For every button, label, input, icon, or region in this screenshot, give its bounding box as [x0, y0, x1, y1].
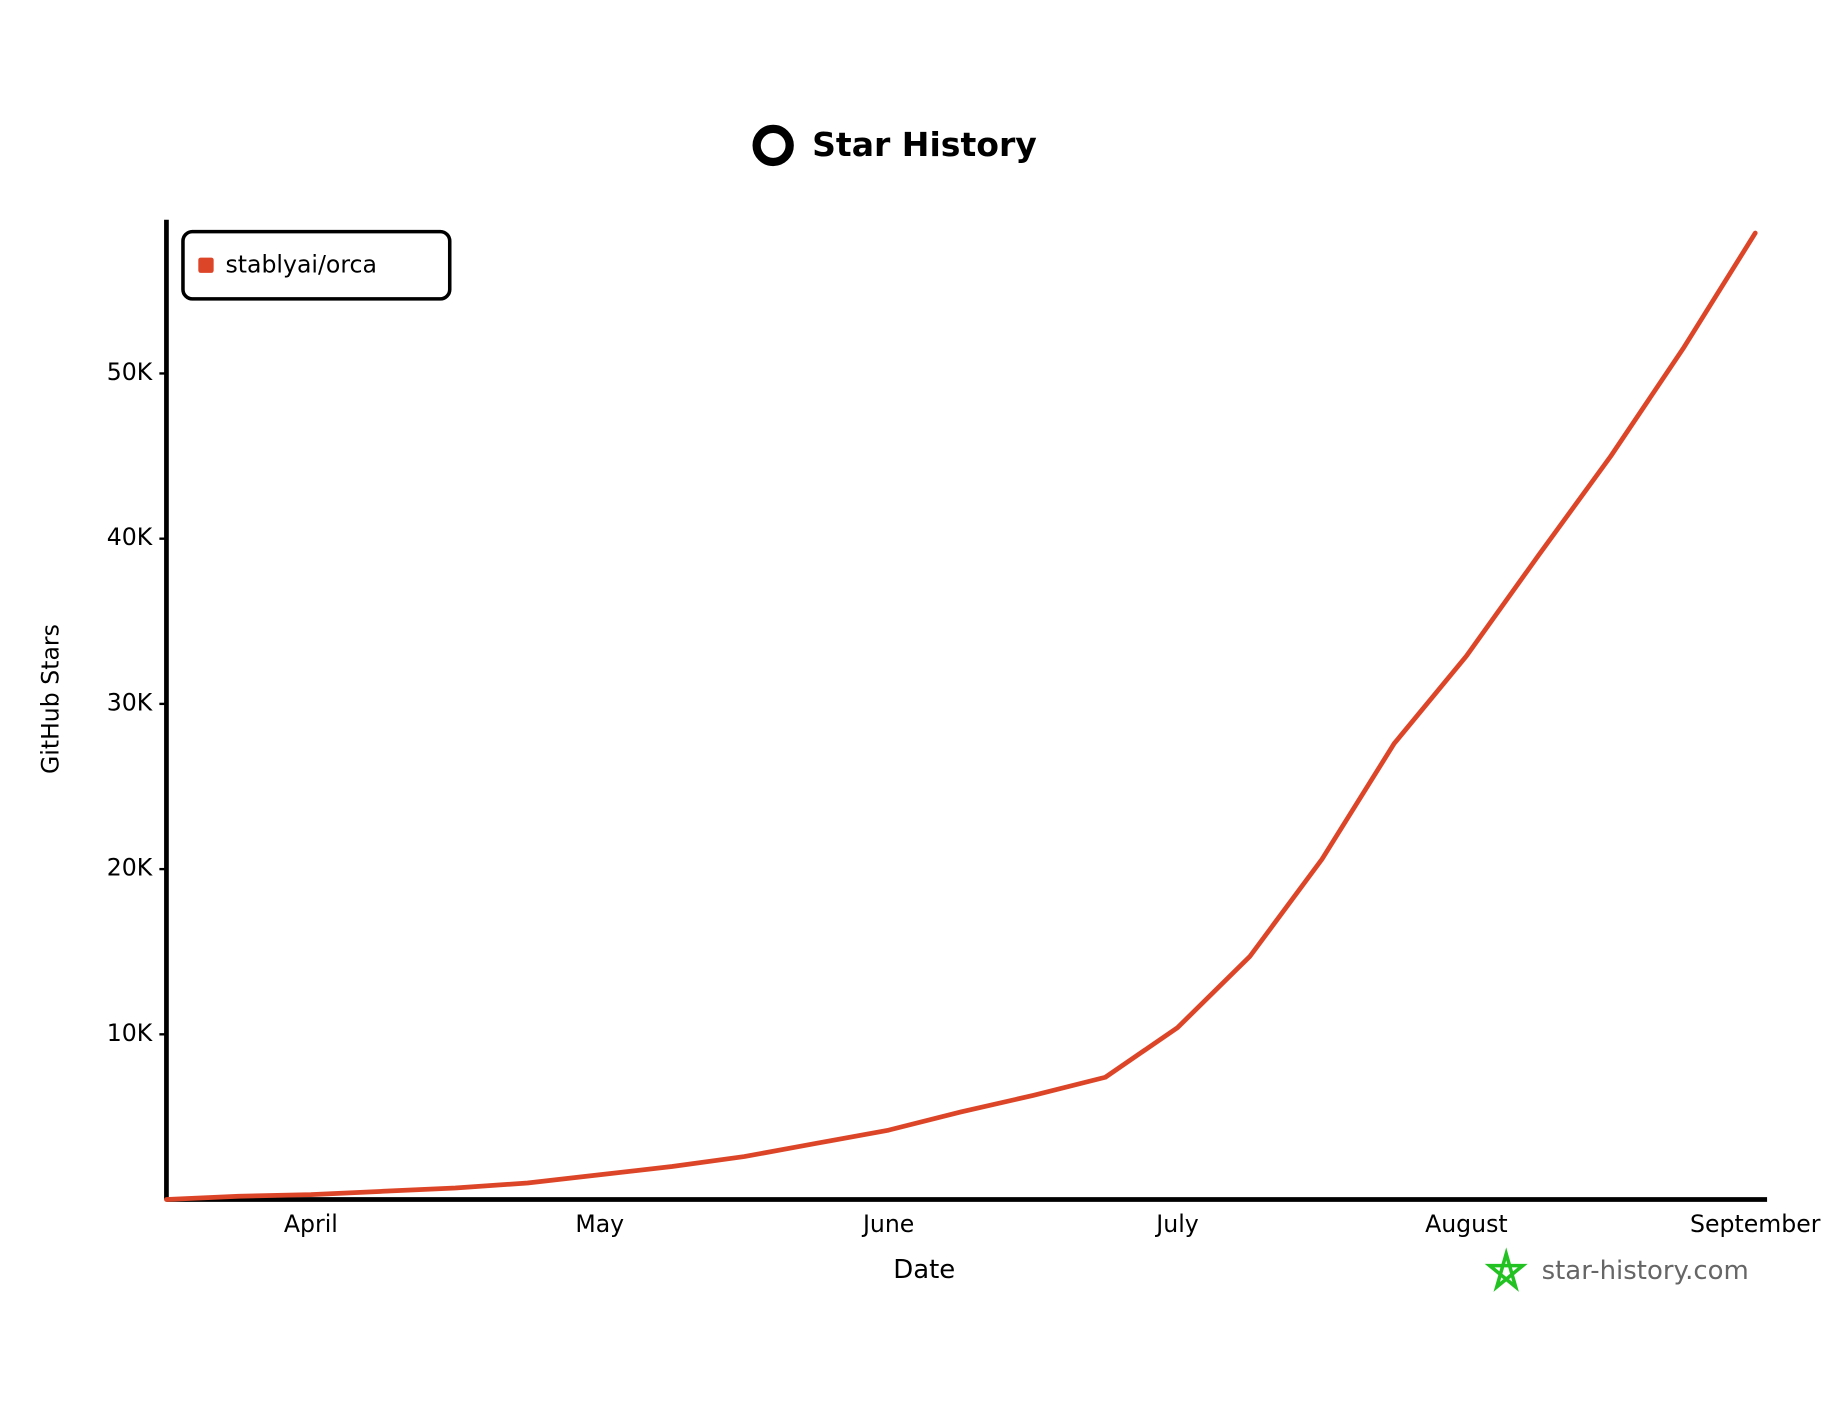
legend: stablyai/orca: [181, 229, 452, 301]
y-axis-label: GitHub Stars: [36, 624, 64, 774]
y-tick-label: 20K: [107, 854, 153, 882]
x-tick-label: May: [575, 1210, 624, 1238]
watermark: star-history.com: [1484, 1247, 1749, 1292]
y-tick-label: 30K: [107, 688, 153, 716]
chart-title: Star History: [812, 125, 1037, 164]
y-tick-label: 10K: [107, 1019, 153, 1047]
title-icon: [752, 124, 794, 167]
y-tick-label: 50K: [107, 358, 153, 386]
legend-box: [181, 229, 452, 301]
x-tick-label: July: [1154, 1210, 1198, 1238]
x-tick-label: June: [861, 1210, 914, 1238]
x-tick-label: September: [1690, 1210, 1821, 1238]
x-tick-label: August: [1425, 1210, 1508, 1238]
legend-swatch: [198, 257, 214, 273]
series-line: [164, 230, 1758, 1202]
y-tick-label: 40K: [107, 523, 153, 551]
watermark-text: star-history.com: [1542, 1256, 1749, 1286]
x-axis-label: Date: [893, 1255, 955, 1285]
watermark-icon: [1484, 1247, 1528, 1292]
legend-label: stablyai/orca: [225, 250, 377, 278]
x-tick-label: April: [284, 1210, 338, 1238]
